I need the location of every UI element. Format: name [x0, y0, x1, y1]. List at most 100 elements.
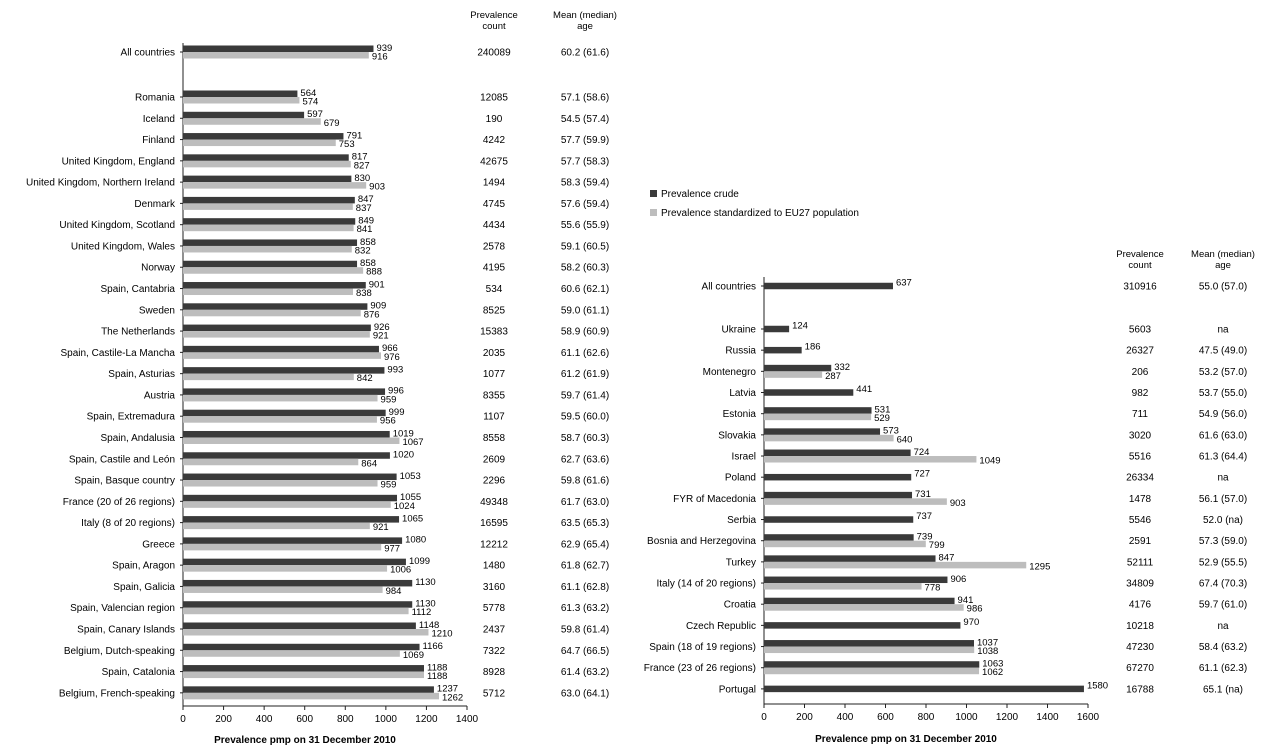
x-tick-label: 800	[337, 714, 354, 725]
mean-median-age-cell: 55.0 (57.0)	[1199, 282, 1247, 293]
data-label-crude: 847	[939, 553, 955, 564]
bar-crude	[183, 388, 386, 395]
mean-median-age-cell: 52.0 (na)	[1203, 515, 1243, 526]
legend-swatch-crude	[650, 190, 657, 197]
category-label: Serbia	[727, 515, 756, 526]
bar-standardized	[183, 267, 364, 274]
mean-median-age-cell: 56.1 (57.0)	[1199, 494, 1247, 505]
mean-median-age-cell: 57.7 (59.9)	[561, 135, 609, 146]
category-label: Spain, Canary Islands	[77, 625, 175, 636]
bar-crude	[183, 90, 298, 97]
category-label: Spain, Cantabria	[101, 284, 176, 295]
data-label-standardized: 529	[874, 413, 890, 424]
mean-median-age-cell: na	[1217, 473, 1229, 484]
bar-crude	[183, 111, 305, 119]
x-axis-label: Prevalence pmp on 31 December 2010	[214, 735, 396, 746]
mean-median-age-cell: 58.9 (60.9)	[561, 327, 609, 338]
mean-median-age-cell: 57.7 (58.3)	[561, 156, 609, 167]
mean-median-age-cell: 53.2 (57.0)	[1199, 367, 1247, 378]
category-label: Czech Republic	[686, 621, 756, 632]
mean-median-age-cell: 57.6 (59.4)	[561, 199, 609, 210]
prevalence-count-cell: 1077	[483, 369, 506, 380]
x-tick-label: 600	[877, 712, 894, 723]
data-label-standardized: 1067	[402, 437, 423, 448]
bar-crude	[764, 576, 948, 584]
bar-crude	[183, 473, 397, 481]
header-prevalence-count: Prevalence	[470, 10, 518, 21]
data-label-crude: 1019	[393, 428, 414, 439]
category-label: United Kingdom, Scotland	[59, 220, 175, 231]
data-label-standardized: 838	[356, 288, 372, 299]
header-prevalence-count: count	[1128, 260, 1152, 271]
x-tick-label: 1200	[415, 714, 438, 725]
bar-standardized	[183, 501, 391, 508]
data-label-standardized: 1112	[412, 607, 432, 618]
prevalence-count-cell: 3160	[483, 582, 506, 593]
bar-standardized	[183, 394, 378, 402]
prevalence-count-cell: 5546	[1129, 515, 1152, 526]
bar-standardized	[183, 480, 378, 487]
legend-swatch-standardized	[650, 209, 657, 216]
bar-standardized	[183, 692, 440, 700]
data-label-standardized: 986	[967, 604, 983, 615]
data-label-standardized: 753	[339, 139, 355, 150]
data-label-standardized: 976	[384, 352, 400, 363]
bar-crude	[764, 640, 974, 647]
x-tick-label: 600	[296, 714, 313, 725]
bar-standardized	[183, 629, 429, 636]
bar-standardized	[183, 352, 381, 359]
mean-median-age-cell: 61.1 (62.6)	[561, 348, 609, 359]
prevalence-count-cell: 1480	[483, 561, 506, 572]
bar-standardized	[183, 160, 351, 168]
mean-median-age-cell: 59.7 (61.4)	[561, 390, 609, 401]
data-label-standardized: 1006	[390, 565, 411, 576]
category-label: Turkey	[726, 557, 756, 568]
data-label-crude: 966	[382, 343, 398, 354]
mean-median-age-cell: 54.5 (57.4)	[561, 114, 609, 125]
mean-median-age-cell: 59.8 (61.6)	[561, 476, 609, 487]
mean-median-age-cell: 63.5 (65.3)	[561, 518, 609, 529]
category-label: All countries	[121, 48, 175, 59]
x-tick-label: 200	[796, 712, 813, 723]
category-label: Greece	[142, 539, 175, 550]
mean-median-age-cell: 58.3 (59.4)	[561, 178, 609, 189]
prevalence-count-cell: 4745	[483, 199, 506, 210]
bar-crude	[764, 597, 955, 605]
data-label-standardized: 959	[381, 394, 397, 405]
bar-crude	[183, 579, 413, 587]
prevalence-count-cell: 2437	[483, 625, 506, 636]
bar-standardized	[183, 139, 336, 147]
mean-median-age-cell: 62.9 (65.4)	[561, 539, 609, 550]
data-label-crude: 926	[374, 322, 390, 333]
bar-crude	[183, 154, 349, 161]
mean-median-age-cell: na	[1217, 621, 1229, 632]
bar-standardized	[764, 604, 964, 611]
category-label: Spain, Valencian region	[70, 603, 175, 614]
mean-median-age-cell: 61.1 (62.8)	[561, 582, 609, 593]
prevalence-count-cell: 2035	[483, 348, 506, 359]
mean-median-age-cell: na	[1217, 325, 1229, 336]
category-label: Spain, Galicia	[113, 582, 175, 593]
data-label-crude: 737	[916, 511, 932, 522]
data-label-standardized: 778	[925, 583, 941, 594]
data-label-standardized: 832	[355, 245, 371, 256]
mean-median-age-cell: 62.7 (63.6)	[561, 454, 609, 465]
prevalence-count-cell: 34809	[1126, 579, 1154, 590]
bar-standardized	[183, 331, 370, 338]
prevalence-count-cell: 240089	[477, 48, 511, 59]
data-label-crude: 939	[376, 43, 392, 54]
category-label: Spain, Castile-La Mancha	[60, 348, 175, 359]
prevalence-count-cell: 8355	[483, 390, 506, 401]
data-label-crude: 739	[917, 532, 933, 543]
prevalence-count-cell: 7322	[483, 646, 506, 657]
data-label-crude: 849	[358, 215, 374, 226]
mean-median-age-cell: 57.1 (58.6)	[561, 93, 609, 104]
category-label: Belgium, French-speaking	[59, 688, 175, 699]
x-tick-label: 1200	[996, 712, 1019, 723]
bar-standardized	[183, 52, 369, 59]
bar-crude	[764, 282, 893, 290]
category-label: Sweden	[139, 305, 175, 316]
bar-crude	[764, 449, 911, 457]
category-label: Romania	[135, 93, 175, 104]
